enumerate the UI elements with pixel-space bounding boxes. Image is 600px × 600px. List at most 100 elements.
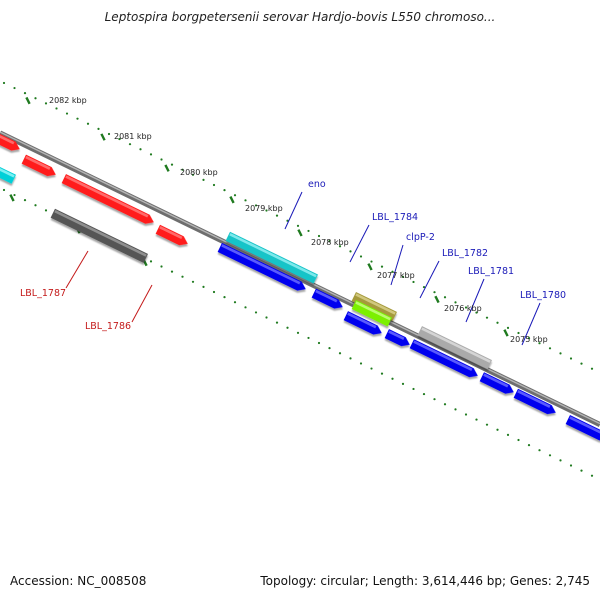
tick-dot (422, 392, 426, 396)
tick-dot (97, 127, 100, 130)
tick-dot (233, 301, 237, 304)
tick-dot (275, 214, 279, 217)
tick-dot (170, 163, 174, 166)
scale-label: 2077 kbp (377, 271, 415, 280)
backbone (0, 130, 600, 427)
tick-dot (223, 189, 226, 192)
feature-body (0, 163, 16, 184)
scale-label: 2078 kbp (311, 238, 349, 247)
tick-dot (107, 132, 111, 136)
tick-dot (149, 153, 153, 156)
tick-dot (527, 443, 531, 447)
tick-dot (359, 362, 363, 365)
tick-dot (296, 224, 300, 227)
feature-highlight (221, 244, 301, 285)
tick-dot (118, 137, 121, 141)
major-tick (229, 196, 235, 204)
tick-dot (412, 280, 415, 284)
tick-dot (44, 102, 48, 105)
tick-dot (160, 158, 163, 161)
gene-callouts: eno LBL_1784 clpP-2 LBL_1782 LBL_1781 LBL_178… (20, 179, 566, 346)
gene-forward-feature (409, 339, 478, 378)
callout-line-lbl-1781 (465, 278, 485, 323)
tick-dot (139, 148, 142, 151)
gene-reverse-feature (0, 163, 16, 184)
gene-label-clpp-2: clpP-2 (406, 232, 435, 243)
tick-dot (181, 168, 184, 171)
backbone-highlight (0, 131, 600, 425)
tick-dot (380, 265, 384, 268)
tick-dot (254, 311, 258, 314)
gene-label-lbl-1787: LBL_1787 (20, 288, 66, 299)
gene-forward-feature (343, 311, 382, 335)
feature-highlight (413, 340, 473, 371)
tick-dot (569, 464, 573, 467)
tick-dot (590, 474, 594, 477)
tick-dot (328, 347, 331, 350)
tick-dot (590, 367, 594, 370)
gene-label-lbl-1781: LBL_1781 (468, 266, 514, 277)
tick-dot (233, 194, 237, 197)
tick-dot (401, 382, 405, 385)
tick-dot (13, 193, 16, 197)
tick-dot (464, 306, 468, 309)
tick-dot (559, 352, 562, 355)
tick-dot (454, 408, 457, 411)
feature-highlight (159, 226, 183, 239)
tick-dot (275, 321, 279, 324)
tick-dot (23, 199, 27, 202)
tick-dot (13, 86, 16, 90)
feature-highlight (315, 289, 338, 303)
gene-label-lbl-1782: LBL_1782 (442, 248, 488, 259)
gene-forward-feature (351, 292, 398, 321)
gene-label-lbl-1786: LBL_1786 (85, 321, 131, 332)
tick-dot (506, 326, 510, 329)
tick-dot (349, 357, 352, 360)
tick-dot (149, 260, 153, 263)
tick-dot (527, 336, 531, 340)
tick-dot (485, 423, 489, 426)
tick-dot (433, 291, 436, 294)
scale-labels: 2082 kbp 2081 kbp 2080 kbp 2079 kbp 2078 kbp… (49, 96, 548, 344)
callout-line-clpp-2 (390, 244, 404, 286)
tick-dot (202, 178, 205, 182)
feature-highlight (0, 131, 15, 145)
tick-dot (548, 454, 552, 457)
tick-dot (34, 204, 37, 207)
tick-dot (443, 296, 447, 299)
tick-dot (265, 316, 268, 319)
tick-dot (338, 352, 342, 355)
feature-highlight (569, 416, 600, 435)
tick-dot (23, 92, 27, 95)
gene-forward-feature (217, 242, 306, 291)
map-title: Leptospira borgpetersenii serovar Hardjo… (104, 10, 496, 24)
feature-highlight (65, 175, 149, 218)
tick-dot (464, 413, 468, 416)
tick-dot (307, 336, 310, 340)
tick-dot (34, 97, 37, 100)
tick-dot (338, 245, 342, 248)
tick-dot (212, 183, 216, 187)
tick-dot (496, 321, 499, 324)
tick-dot (370, 367, 373, 370)
gene-reverse-feature (21, 154, 56, 177)
major-tick (434, 295, 440, 304)
tick-dot (55, 107, 58, 110)
gene-forward-feature (565, 415, 600, 441)
major-tick (503, 329, 509, 337)
tick-dot (538, 342, 541, 345)
gene-forward-feature (225, 231, 318, 284)
tick-dot (2, 188, 6, 192)
scale-label: 2082 kbp (49, 96, 87, 105)
tick-dot (160, 265, 163, 268)
tick-dot (580, 362, 583, 365)
tick-dot (65, 112, 69, 115)
tick-dot (517, 331, 520, 335)
tick-dot (433, 398, 436, 401)
scale-label: 2076 kbp (444, 304, 482, 313)
tick-dot (223, 296, 226, 299)
tick-dot (580, 469, 583, 472)
tick-dot (2, 81, 6, 85)
scale-label: 2079 kbp (245, 204, 283, 213)
